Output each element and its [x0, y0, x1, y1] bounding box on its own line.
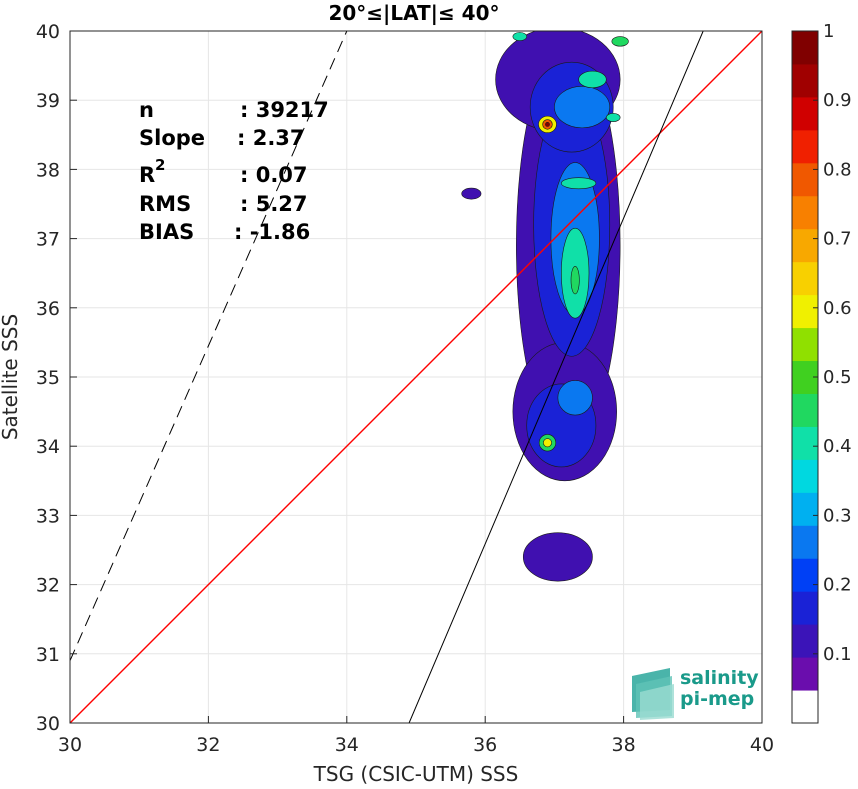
stat-label: BIAS — [139, 220, 194, 244]
density-contours — [461, 31, 629, 582]
colorbar-swatch — [792, 261, 818, 296]
y-tick-label: 32 — [36, 575, 60, 597]
colorbar-tick-label: 0.4 — [823, 436, 852, 457]
stat-label: RMS — [139, 192, 191, 216]
bound-line — [70, 31, 348, 661]
y-tick-label: 33 — [36, 505, 60, 527]
colorbar-swatch — [792, 195, 818, 230]
stat-value: : 2.37 — [237, 126, 305, 150]
stat-value: : 0.07 — [240, 163, 308, 187]
colorbar-swatch — [792, 228, 818, 263]
axis-ticks: 30 32 34 36 38 40 30 31 32 33 34 35 36 37 38 39 40 — [36, 21, 774, 756]
y-tick-label: 38 — [36, 159, 60, 181]
colorbar-tick-label: 0.9 — [823, 90, 852, 111]
x-tick-label: 30 — [58, 734, 82, 756]
chart-title: 20°≤|LAT|≤ 40° — [328, 1, 499, 25]
colorbar-swatch — [792, 393, 818, 427]
y-tick-label: 34 — [36, 436, 60, 458]
stat-label: Slope — [139, 126, 205, 150]
colorbar-swatch — [792, 591, 818, 625]
stat-label: R — [139, 163, 155, 187]
colorbar-swatch — [792, 327, 818, 362]
colorbar-swatch — [792, 525, 818, 559]
density-contour-level-0-1 — [522, 532, 593, 582]
y-tick-label: 30 — [36, 713, 60, 735]
grid-lines — [69, 30, 763, 724]
y-tick-label: 40 — [36, 21, 60, 43]
x-tick-label: 32 — [196, 734, 220, 756]
density-contour-level-0-5 — [570, 265, 580, 295]
density-contour-level-1 — [545, 122, 550, 127]
density-contour-level-0-3 — [554, 86, 611, 129]
y-tick-label: 31 — [36, 644, 60, 666]
y-tick-label: 35 — [36, 367, 60, 389]
stat-label: n — [139, 98, 154, 122]
colorbar-swatch — [792, 96, 818, 131]
logo-waves-icon — [632, 668, 674, 720]
reference-lines — [70, 31, 762, 723]
density-contour-level-0-6 — [543, 438, 552, 448]
colorbar-swatch — [792, 294, 818, 329]
colorbar-swatch — [792, 558, 818, 592]
colorbar-swatch — [792, 63, 818, 98]
colorbar: 0.1 0.2 0.3 0.4 0.5 0.6 0.7 0.8 0.9 1 — [791, 21, 852, 724]
density-contour-level-0-4 — [605, 113, 621, 122]
density-contour-level-0-4 — [578, 70, 607, 89]
colorbar-tick-label: 0.3 — [823, 505, 852, 526]
colorbar-swatch — [792, 459, 818, 493]
colorbar-tick-label: 0.7 — [823, 229, 852, 250]
colorbar-tick-label: 1 — [823, 21, 834, 42]
y-tick-label: 37 — [36, 229, 60, 251]
colorbar-tick-label: 0.5 — [823, 367, 852, 388]
x-axis-title: TSG (CSIC-UTM) SSS — [313, 762, 519, 786]
x-tick-label: 40 — [750, 734, 774, 756]
y-tick-label: 39 — [36, 90, 60, 112]
colorbar-tick-label: 0.1 — [823, 644, 852, 665]
fit-line — [408, 31, 704, 723]
logo-line2: pi-mep — [680, 688, 754, 710]
colorbar-tick-label: 0.6 — [823, 298, 852, 319]
density-contour-level-0-4 — [512, 32, 528, 41]
colorbar-swatch — [792, 129, 818, 164]
logo-line1: salinity — [680, 667, 759, 689]
colorbar-swatch — [792, 162, 818, 197]
colorbar-swatch — [792, 624, 818, 658]
x-tick-label: 38 — [612, 734, 636, 756]
y-axis-title: Satellite SSS — [0, 314, 22, 440]
colorbar-swatch — [792, 426, 818, 460]
statistics-box: n : 39217 Slope : 2.37 R 2 : 0.07 RMS : 5.27 BIAS… — [139, 98, 329, 244]
stat-value: : 39217 — [240, 98, 329, 122]
colorbar-tick-label: 0.2 — [823, 575, 852, 596]
density-contour-level-0-3 — [557, 380, 593, 416]
x-tick-label: 36 — [473, 734, 497, 756]
colorbar-swatch — [792, 690, 818, 724]
stat-value: : -1.86 — [234, 220, 310, 244]
density-contour-level-0-5 — [611, 36, 629, 47]
density-contour-level-0-4 — [561, 177, 597, 190]
density-contour-level-0-1 — [461, 187, 482, 200]
stat-value: : 5.27 — [240, 192, 308, 216]
colorbar-tick-label: 0.8 — [823, 159, 852, 180]
y-tick-label: 36 — [36, 298, 60, 320]
colorbar-swatch — [792, 31, 818, 65]
stat-superscript: 2 — [155, 156, 165, 174]
colorbar-swatch — [792, 492, 818, 526]
colorbar-swatch — [792, 657, 818, 691]
salinity-pi-mep-logo: salinity pi-mep — [632, 667, 759, 720]
x-tick-label: 34 — [335, 734, 359, 756]
identity-line — [70, 31, 762, 723]
